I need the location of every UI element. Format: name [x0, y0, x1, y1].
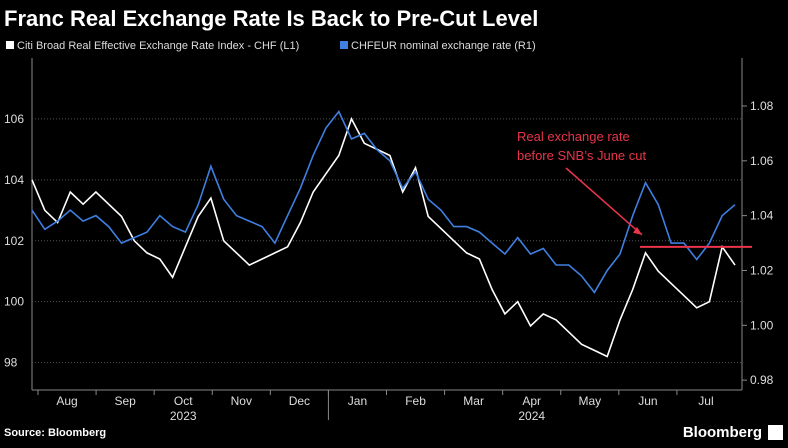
x-tick-label: Apr [522, 394, 541, 408]
source: Source: Bloomberg [4, 427, 106, 439]
x-tick-label: Nov [231, 394, 252, 408]
x-tick-label: Jun [638, 394, 657, 408]
brand-icon [768, 425, 783, 440]
x-tick-label: Feb [405, 394, 426, 408]
y2-tick-label: 1.08 [750, 99, 774, 113]
x-tick-label: Oct [174, 394, 193, 408]
annotation-text: before SNB’s June cut [517, 148, 646, 163]
y2-tick-label: 1.00 [750, 318, 774, 332]
legend-swatch [340, 41, 348, 49]
y-tick-label: 106 [4, 112, 24, 126]
chart-title: Franc Real Exchange Rate Is Back to Pre-… [4, 6, 538, 31]
x-tick-label: Jul [698, 394, 713, 408]
y2-tick-label: 1.02 [750, 263, 774, 277]
x-tick-label: Dec [289, 394, 310, 408]
y-tick-label: 102 [4, 234, 24, 248]
x-tick-label: Aug [56, 394, 77, 408]
x-tick-label: Sep [114, 394, 136, 408]
legend-label: Citi Broad Real Effective Exchange Rate … [17, 40, 299, 52]
brand: Bloomberg [683, 424, 762, 441]
legend-swatch [6, 41, 14, 49]
y2-tick-label: 0.98 [750, 373, 774, 387]
annotation-text: Real exchange rate [517, 129, 630, 144]
y-tick-label: 104 [4, 173, 24, 187]
y-tick-label: 100 [4, 295, 24, 309]
x-tick-label: Mar [463, 394, 484, 408]
y-tick-label: 98 [4, 356, 18, 370]
series-line [31, 109, 736, 294]
y2-tick-label: 1.04 [750, 209, 774, 223]
annotation-arrowhead [633, 226, 642, 235]
series-line [31, 116, 736, 358]
x-tick-label: May [578, 394, 601, 408]
y2-tick-label: 1.06 [750, 154, 774, 168]
year-label: 2023 [170, 409, 197, 423]
x-tick-label: Jan [348, 394, 367, 408]
annotation-arrow [565, 167, 643, 236]
year-label: 2024 [518, 409, 545, 423]
legend-label: CHFEUR nominal exchange rate (R1) [351, 40, 536, 52]
